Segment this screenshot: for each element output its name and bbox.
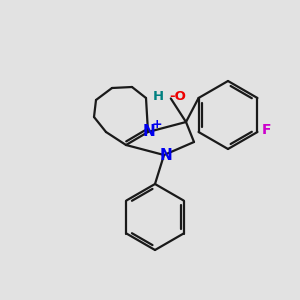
Text: N: N: [142, 124, 155, 139]
Text: H: H: [153, 90, 164, 103]
Text: -O: -O: [169, 90, 186, 103]
Text: N: N: [160, 148, 172, 164]
Text: +: +: [152, 118, 162, 130]
Text: F: F: [261, 123, 271, 137]
